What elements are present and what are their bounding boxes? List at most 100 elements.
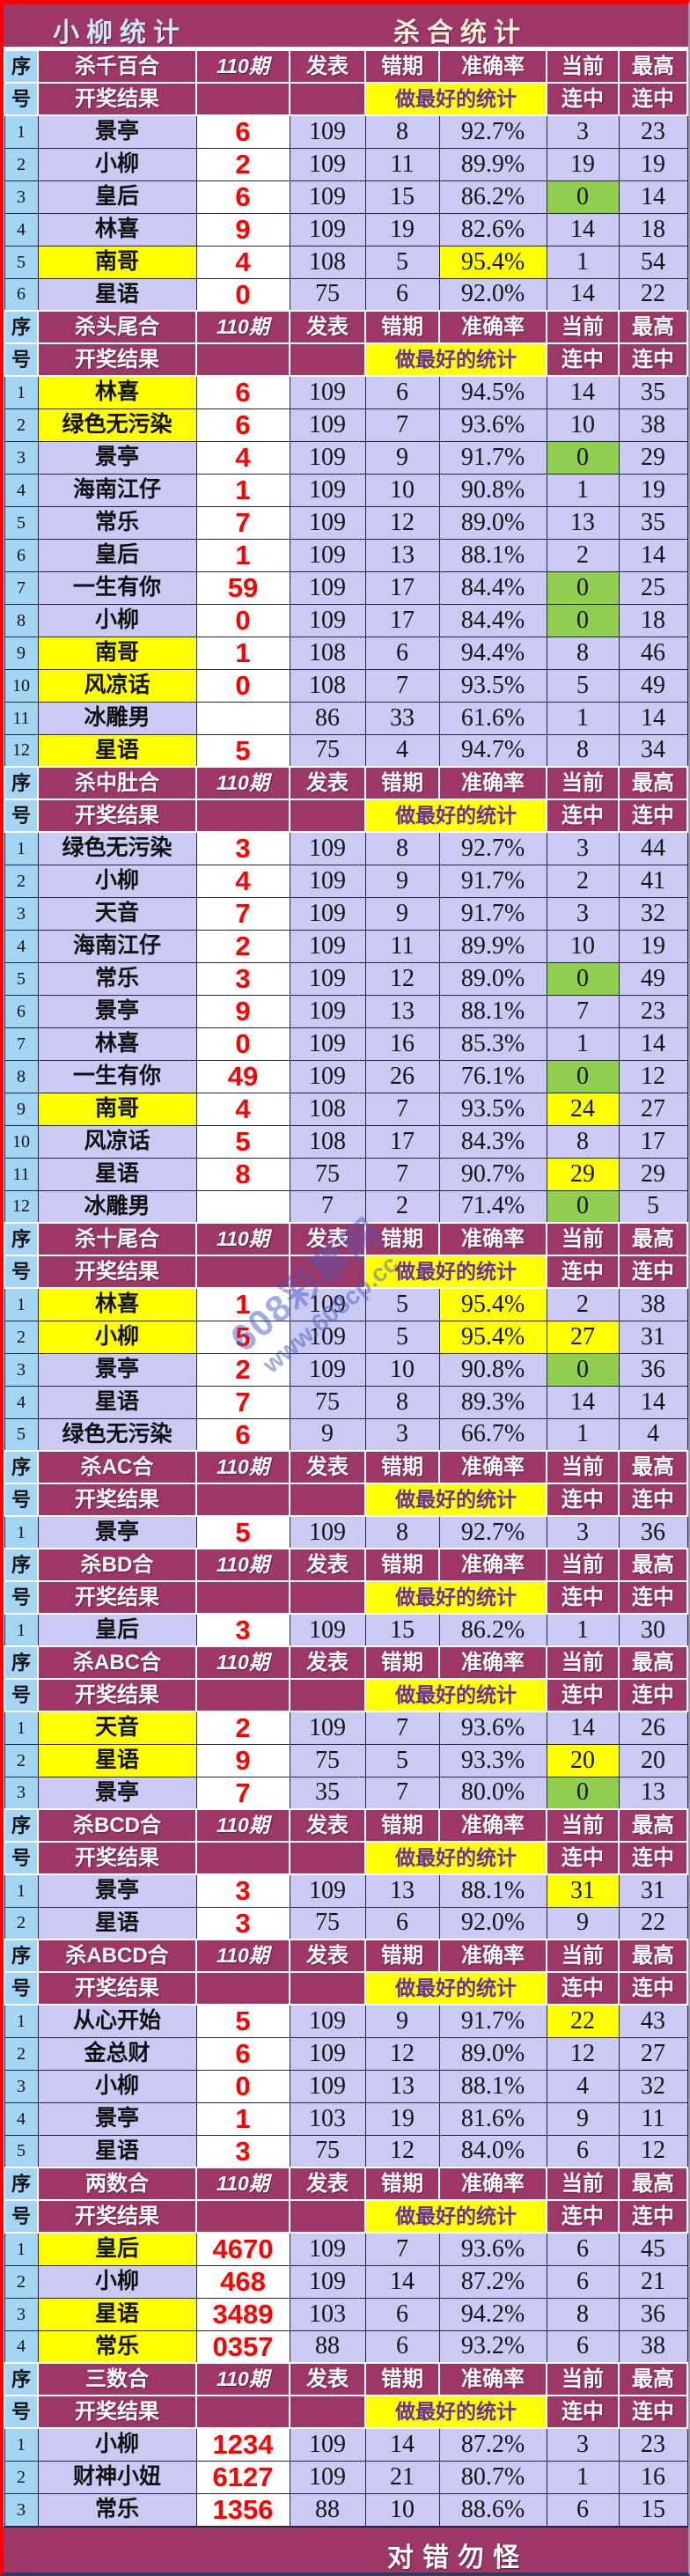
player-name-cell: 皇后 bbox=[37, 1613, 197, 1647]
empty-header-cell bbox=[289, 1971, 366, 2006]
row-index: 2 bbox=[4, 2036, 39, 2071]
table-row: 6 景亭 9 109 13 88.1% 7 23 bbox=[4, 994, 688, 1028]
max-streak-cell: 18 bbox=[618, 603, 688, 637]
index-header-top: 序 bbox=[4, 2167, 39, 2201]
empty-header-cell bbox=[195, 799, 290, 833]
kill-value-cell: 5 bbox=[195, 1320, 290, 1354]
published-cell: 109 bbox=[289, 864, 366, 898]
wrong-periods-cell: 2 bbox=[364, 1189, 440, 1224]
index-header-top: 序 bbox=[4, 1222, 39, 1256]
wrong-periods-cell: 6 bbox=[364, 1906, 440, 1940]
footer-bar: 对错勿怪 bbox=[4, 2526, 688, 2572]
published-cell: 109 bbox=[289, 114, 366, 149]
table-row: 1 天音 2 109 7 93.6% 14 26 bbox=[4, 1711, 688, 1745]
kill-value-cell: 6 bbox=[195, 2036, 290, 2071]
wrong-periods-cell: 6 bbox=[364, 277, 440, 312]
player-name-cell: 皇后 bbox=[37, 2232, 197, 2266]
row-index: 3 bbox=[4, 1776, 39, 1810]
wrong-periods-header: 错期 bbox=[364, 2167, 440, 2201]
accuracy-cell: 80.7% bbox=[438, 2460, 547, 2494]
published-cell: 109 bbox=[289, 212, 366, 247]
row-index: 1 bbox=[4, 114, 39, 149]
player-name-cell: 星语 bbox=[37, 277, 197, 312]
table-row: 2 小柳 4 109 9 91.7% 2 41 bbox=[4, 864, 688, 898]
current-header: 当前 bbox=[546, 1939, 620, 1973]
periods-header: 110期 bbox=[195, 2167, 290, 2201]
empty-header-cell bbox=[289, 2199, 366, 2234]
published-cell: 109 bbox=[289, 1873, 366, 1908]
max-streak-cell: 26 bbox=[618, 1711, 688, 1745]
published-cell: 109 bbox=[289, 1287, 366, 1321]
wrong-periods-cell: 4 bbox=[364, 733, 440, 768]
published-header: 发表 bbox=[289, 1645, 366, 1680]
row-index: 4 bbox=[4, 212, 39, 247]
player-name-cell: 景亭 bbox=[37, 1352, 197, 1387]
current-streak-cell: 0 bbox=[546, 570, 620, 605]
wrong-periods-cell: 5 bbox=[364, 1320, 440, 1354]
max-streak-cell: 32 bbox=[618, 896, 688, 931]
current-streak-cell: 2 bbox=[546, 538, 620, 572]
current-header: 当前 bbox=[546, 1645, 620, 1680]
accuracy-cell: 93.5% bbox=[438, 1092, 547, 1126]
kill-value-cell: 6 bbox=[195, 375, 290, 409]
periods-header: 110期 bbox=[195, 310, 290, 344]
published-cell: 109 bbox=[289, 505, 366, 540]
streak-header-highest: 连中 bbox=[618, 342, 688, 377]
index-header-bottom: 号 bbox=[4, 1971, 39, 2006]
kill-value-cell: 1 bbox=[195, 2101, 290, 2136]
result-label: 开奖结果 bbox=[37, 342, 197, 377]
row-index: 4 bbox=[4, 2329, 39, 2364]
max-streak-cell: 29 bbox=[618, 1157, 688, 1191]
periods-header: 110期 bbox=[195, 1645, 290, 1680]
max-streak-cell: 14 bbox=[618, 538, 688, 572]
kill-value-cell: 7 bbox=[195, 1776, 290, 1810]
kill-value-cell: 9 bbox=[195, 1743, 290, 1777]
player-name-cell: 从心开始 bbox=[37, 2004, 197, 2038]
kill-value-cell: 3 bbox=[195, 961, 290, 996]
index-header-bottom: 号 bbox=[4, 1841, 39, 1875]
row-index: 9 bbox=[4, 636, 39, 670]
accuracy-cell: 94.5% bbox=[438, 375, 547, 409]
table-row: 2 小柳 468 109 14 87.2% 6 21 bbox=[4, 2264, 688, 2299]
published-cell: 109 bbox=[289, 2036, 366, 2071]
player-name-cell: 一生有你 bbox=[37, 1059, 197, 1093]
section-header-row-1: 序杀BCD合 110期 发表 错期 准确率 当前 最高 bbox=[4, 1808, 688, 1843]
row-index: 1 bbox=[4, 375, 39, 409]
player-name-cell: 风凉话 bbox=[37, 668, 197, 703]
row-index: 11 bbox=[4, 701, 39, 735]
periods-header: 110期 bbox=[195, 2362, 290, 2396]
wrong-periods-cell: 6 bbox=[364, 375, 440, 409]
current-streak-cell: 0 bbox=[546, 1776, 620, 1810]
published-cell: 109 bbox=[289, 1352, 366, 1387]
accuracy-header: 准确率 bbox=[438, 766, 547, 800]
kill-value-cell: 2 bbox=[195, 147, 290, 181]
current-streak-cell: 1 bbox=[546, 1613, 620, 1647]
row-index: 4 bbox=[4, 2101, 39, 2136]
published-header: 发表 bbox=[289, 49, 366, 84]
accuracy-cell: 94.7% bbox=[438, 733, 547, 768]
max-streak-cell: 30 bbox=[618, 1613, 688, 1647]
row-index: 12 bbox=[4, 1189, 39, 1224]
table-row: 4 海南江仔 2 109 11 89.9% 10 19 bbox=[4, 929, 688, 963]
table-row: 2 星语 9 75 5 93.3% 20 20 bbox=[4, 1743, 688, 1777]
accuracy-cell: 89.0% bbox=[438, 961, 547, 996]
result-label: 开奖结果 bbox=[37, 82, 197, 116]
empty-header-cell bbox=[195, 1580, 290, 1615]
current-streak-cell: 22 bbox=[546, 2004, 620, 2038]
player-name-cell: 一生有你 bbox=[37, 570, 197, 605]
player-name-cell: 风凉话 bbox=[37, 1124, 197, 1159]
index-header-bottom: 号 bbox=[4, 1255, 39, 1289]
slogan-cell: 做最好的统计 bbox=[364, 1580, 547, 1615]
accuracy-header: 准确率 bbox=[438, 1450, 547, 1484]
current-streak-cell: 1 bbox=[546, 1417, 620, 1452]
max-streak-cell: 43 bbox=[618, 2004, 688, 2038]
kill-value-cell: 468 bbox=[195, 2264, 290, 2299]
kill-value-cell: 59 bbox=[195, 570, 290, 605]
row-index: 5 bbox=[4, 2134, 39, 2168]
player-name-cell: 林喜 bbox=[37, 212, 197, 247]
current-streak-cell: 8 bbox=[546, 2297, 620, 2331]
player-name-cell: 小柳 bbox=[37, 147, 197, 181]
published-cell: 109 bbox=[289, 2264, 366, 2299]
current-header: 当前 bbox=[546, 1222, 620, 1256]
current-streak-cell: 0 bbox=[546, 1352, 620, 1387]
